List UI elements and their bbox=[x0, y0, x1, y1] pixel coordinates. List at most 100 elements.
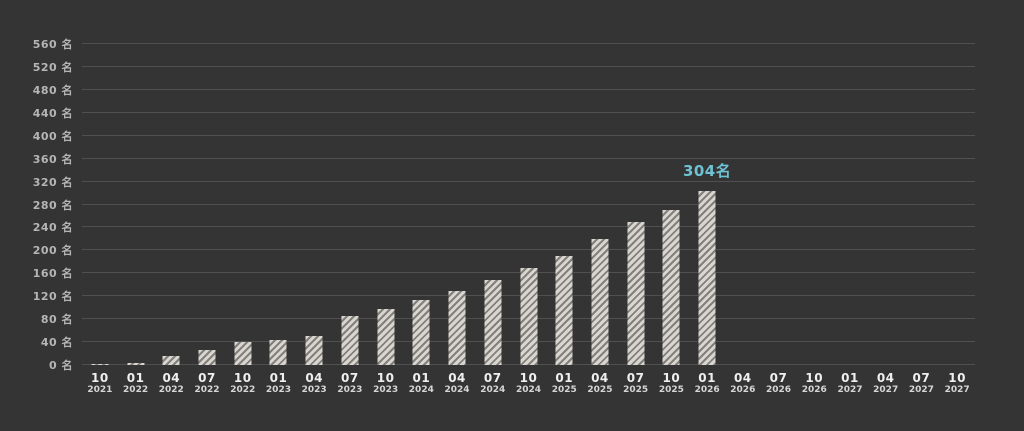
x-tick-year: 2023 bbox=[265, 385, 291, 395]
bar bbox=[555, 255, 573, 365]
x-axis-tick-label: 01 2024 bbox=[403, 372, 439, 396]
bar bbox=[448, 291, 466, 365]
x-axis-tick-label: 07 2026 bbox=[761, 372, 797, 396]
bar bbox=[234, 342, 252, 365]
x-tick-year: 2023 bbox=[337, 385, 363, 395]
x-tick-year: 2024 bbox=[444, 385, 470, 395]
x-tick-month: 10 bbox=[376, 371, 395, 385]
y-axis-tick-label: 80 名 bbox=[40, 313, 73, 327]
x-axis-tick-label: 10 2025 bbox=[654, 372, 690, 396]
x-tick-month: 04 bbox=[305, 371, 324, 385]
x-tick-year: 2025 bbox=[551, 385, 577, 395]
gridline bbox=[82, 203, 975, 205]
x-axis-tick-label: 07 2024 bbox=[475, 372, 511, 396]
x-tick-year: 2024 bbox=[408, 385, 434, 395]
bar bbox=[591, 238, 609, 365]
x-tick-year: 2027 bbox=[837, 385, 863, 395]
x-tick-year: 2024 bbox=[480, 385, 506, 395]
x-tick-year: 2022 bbox=[158, 385, 184, 395]
x-tick-month: 01 bbox=[841, 371, 859, 385]
x-axis-tick-label: 10 2026 bbox=[796, 372, 832, 396]
x-tick-year: 2022 bbox=[230, 385, 256, 395]
x-tick-month: 01 bbox=[269, 371, 288, 385]
x-tick-year: 2025 bbox=[587, 385, 613, 395]
y-axis-tick-label: 440 名 bbox=[32, 106, 73, 120]
bar bbox=[698, 190, 716, 365]
bar bbox=[127, 363, 145, 365]
plot-area: 0 名 40 名 80 名 120 名 160 名 200 名 240 名 280 名 320 … bbox=[33, 38, 975, 372]
x-axis-tick-label: 04 2025 bbox=[582, 372, 618, 396]
gridline bbox=[82, 226, 975, 228]
bar bbox=[341, 316, 359, 365]
x-tick-year: 2023 bbox=[301, 385, 327, 395]
x-axis-tick-label: 04 2024 bbox=[439, 372, 475, 396]
x-axis-tick-label: 07 2027 bbox=[904, 372, 940, 396]
bar bbox=[662, 210, 680, 365]
x-tick-month: 10 bbox=[662, 371, 681, 385]
x-tick-month: 10 bbox=[948, 371, 966, 385]
x-tick-year: 2026 bbox=[801, 385, 827, 395]
x-axis-tick-label: 10 2023 bbox=[368, 372, 404, 396]
x-tick-month: 01 bbox=[126, 371, 145, 385]
x-axis-tick-label: 01 2027 bbox=[832, 372, 868, 396]
y-axis-tick-label: 360 名 bbox=[32, 152, 73, 166]
x-tick-year: 2022 bbox=[194, 385, 220, 395]
x-axis-tick-label: 07 2025 bbox=[618, 372, 654, 396]
y-axis-tick-label: 320 名 bbox=[32, 175, 73, 189]
x-tick-month: 07 bbox=[626, 371, 645, 385]
gridline bbox=[82, 88, 975, 90]
x-tick-year: 2025 bbox=[623, 385, 649, 395]
x-tick-month: 07 bbox=[198, 371, 216, 385]
gridline bbox=[82, 111, 975, 113]
y-axis-tick-label: 200 名 bbox=[32, 244, 73, 258]
x-tick-year: 2024 bbox=[515, 385, 542, 395]
gridline bbox=[82, 134, 975, 136]
bar bbox=[91, 364, 109, 365]
y-axis-tick-label: 560 名 bbox=[32, 38, 73, 51]
bar bbox=[162, 356, 180, 365]
x-axis-tick-label: 07 2022 bbox=[189, 372, 225, 396]
y-axis-tick-label: 280 名 bbox=[32, 198, 73, 212]
x-tick-year: 2026 bbox=[766, 385, 792, 395]
x-tick-month: 01 bbox=[698, 371, 716, 385]
y-axis-tick-label: 400 名 bbox=[32, 129, 73, 143]
x-tick-year: 2025 bbox=[658, 385, 684, 395]
x-tick-month: 01 bbox=[412, 371, 431, 385]
bar bbox=[520, 268, 537, 365]
x-axis: 10 2021 01 2022 04 2022 07 2022 10 2022 01 2023 04 20… bbox=[82, 372, 975, 414]
x-tick-month: 07 bbox=[912, 371, 931, 385]
gridline bbox=[82, 180, 975, 182]
x-tick-month: 01 bbox=[555, 371, 574, 385]
y-axis-tick-label: 160 名 bbox=[32, 267, 73, 281]
x-tick-month: 10 bbox=[91, 371, 109, 385]
x-axis-tick-label: 10 2024 bbox=[511, 372, 547, 396]
y-axis-tick-label: 40 名 bbox=[40, 336, 73, 350]
x-tick-month: 04 bbox=[591, 371, 609, 385]
bar bbox=[412, 299, 430, 365]
x-tick-year: 2026 bbox=[730, 385, 756, 395]
x-tick-month: 07 bbox=[769, 371, 788, 385]
x-tick-year: 2027 bbox=[944, 385, 970, 395]
bar-value-annotation: 304名 bbox=[682, 161, 732, 180]
x-axis-tick-label: 01 2022 bbox=[118, 372, 154, 396]
x-tick-year: 2027 bbox=[908, 385, 934, 395]
x-axis-tick-label: 10 2021 bbox=[82, 372, 118, 396]
y-axis-tick-label: 480 名 bbox=[32, 83, 73, 97]
x-axis-tick-label: 01 2025 bbox=[546, 372, 582, 396]
gridline bbox=[82, 43, 975, 44]
x-tick-year: 2021 bbox=[87, 385, 113, 395]
gridline bbox=[82, 249, 975, 251]
x-axis-tick-label: 01 2026 bbox=[689, 372, 725, 396]
x-tick-month: 10 bbox=[519, 371, 538, 385]
x-tick-year: 2022 bbox=[123, 385, 149, 395]
x-axis-tick-label: 04 2022 bbox=[153, 372, 189, 396]
x-axis-tick-label: 04 2026 bbox=[725, 372, 761, 396]
x-axis-tick-label: 04 2023 bbox=[296, 372, 332, 396]
x-axis-tick-label: 04 2027 bbox=[868, 372, 904, 396]
x-tick-month: 07 bbox=[341, 371, 359, 385]
x-axis-tick-label: 07 2023 bbox=[332, 372, 368, 396]
y-axis-tick-label: 520 名 bbox=[32, 60, 73, 74]
y-axis-tick-label: 120 名 bbox=[32, 290, 73, 304]
x-tick-month: 04 bbox=[162, 371, 181, 385]
